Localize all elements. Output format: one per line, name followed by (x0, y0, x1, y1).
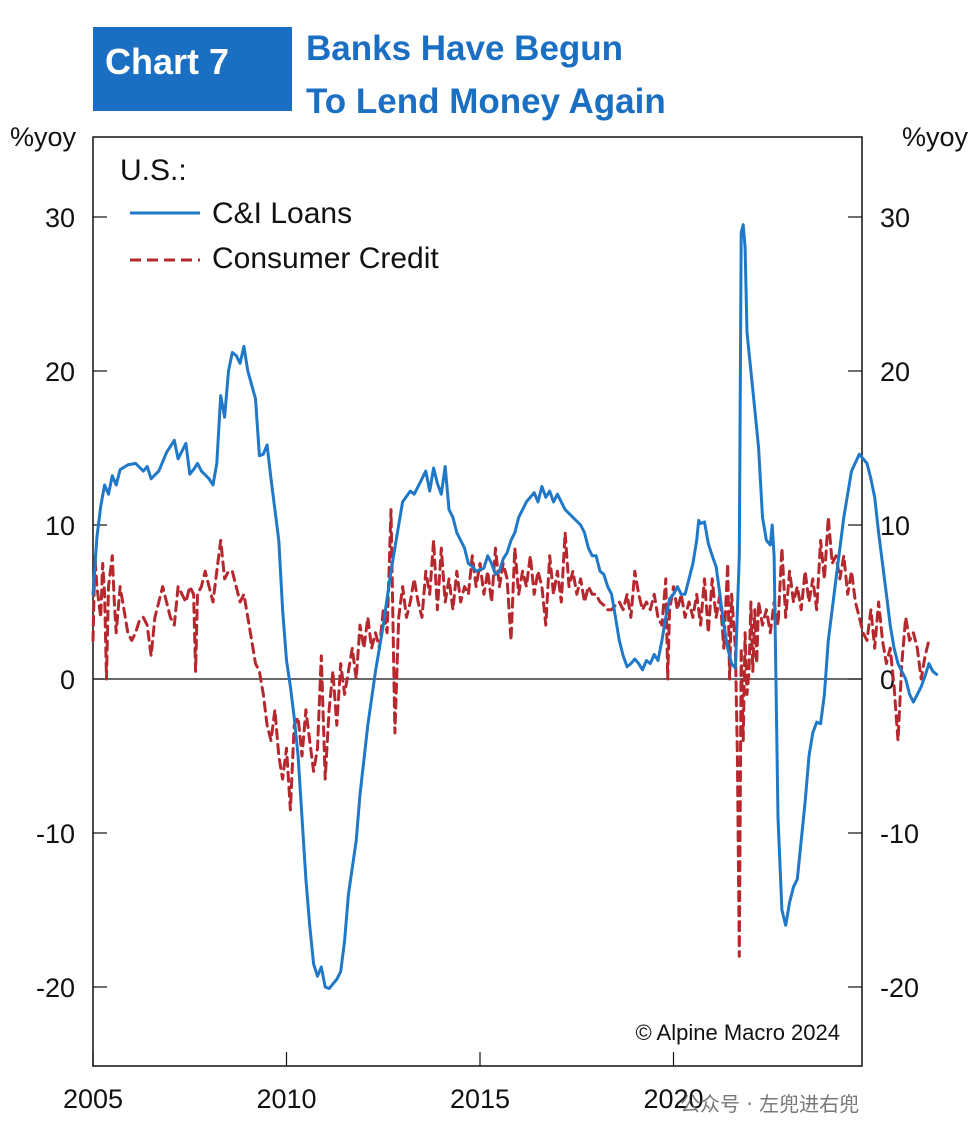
y-axis-label-right: %yoy (902, 122, 969, 152)
y-tick-label-left: -20 (36, 973, 75, 1003)
x-tick-label: 2020 (643, 1084, 703, 1114)
chart-number-badge: Chart 7 (93, 27, 292, 111)
y-tick-label-right: 20 (880, 357, 910, 387)
chart-number-label: Chart 7 (105, 41, 230, 82)
series-line-ci-loans (91, 223, 939, 990)
series-line-consumer-credit (91, 508, 931, 958)
y-tick-label-left: 20 (45, 357, 75, 387)
y-tick-label-right: -20 (880, 973, 919, 1003)
y-tick-label-right: 30 (880, 203, 910, 233)
y-tick-label-right: -10 (880, 819, 919, 849)
y-tick-label-left: 10 (45, 511, 75, 541)
chart-title-line-1: Banks Have Begun (306, 29, 624, 68)
x-tick-label: 2010 (256, 1084, 316, 1114)
chart-title-line-2: To Lend Money Again (306, 82, 666, 121)
copyright-text: © Alpine Macro 2024 (635, 1020, 840, 1045)
y-tick-label-left: -10 (36, 819, 75, 849)
legend-label-ci-loans: C&I Loans (212, 197, 352, 230)
y-tick-label-right: 10 (880, 511, 910, 541)
y-tick-label-left: 0 (60, 665, 75, 695)
x-tick-label: 2015 (450, 1084, 510, 1114)
y-axis-label-left: %yoy (10, 122, 77, 152)
legend-title: U.S.: (120, 154, 187, 187)
legend-label-consumer-credit: Consumer Credit (212, 242, 439, 275)
x-tick-label: 2005 (63, 1084, 123, 1114)
chart-title: Banks Have Begun To Lend Money Again (306, 22, 666, 128)
y-tick-label-left: 30 (45, 203, 75, 233)
watermark-text: 公众号 · 左兜进右兜 (680, 1092, 860, 1116)
